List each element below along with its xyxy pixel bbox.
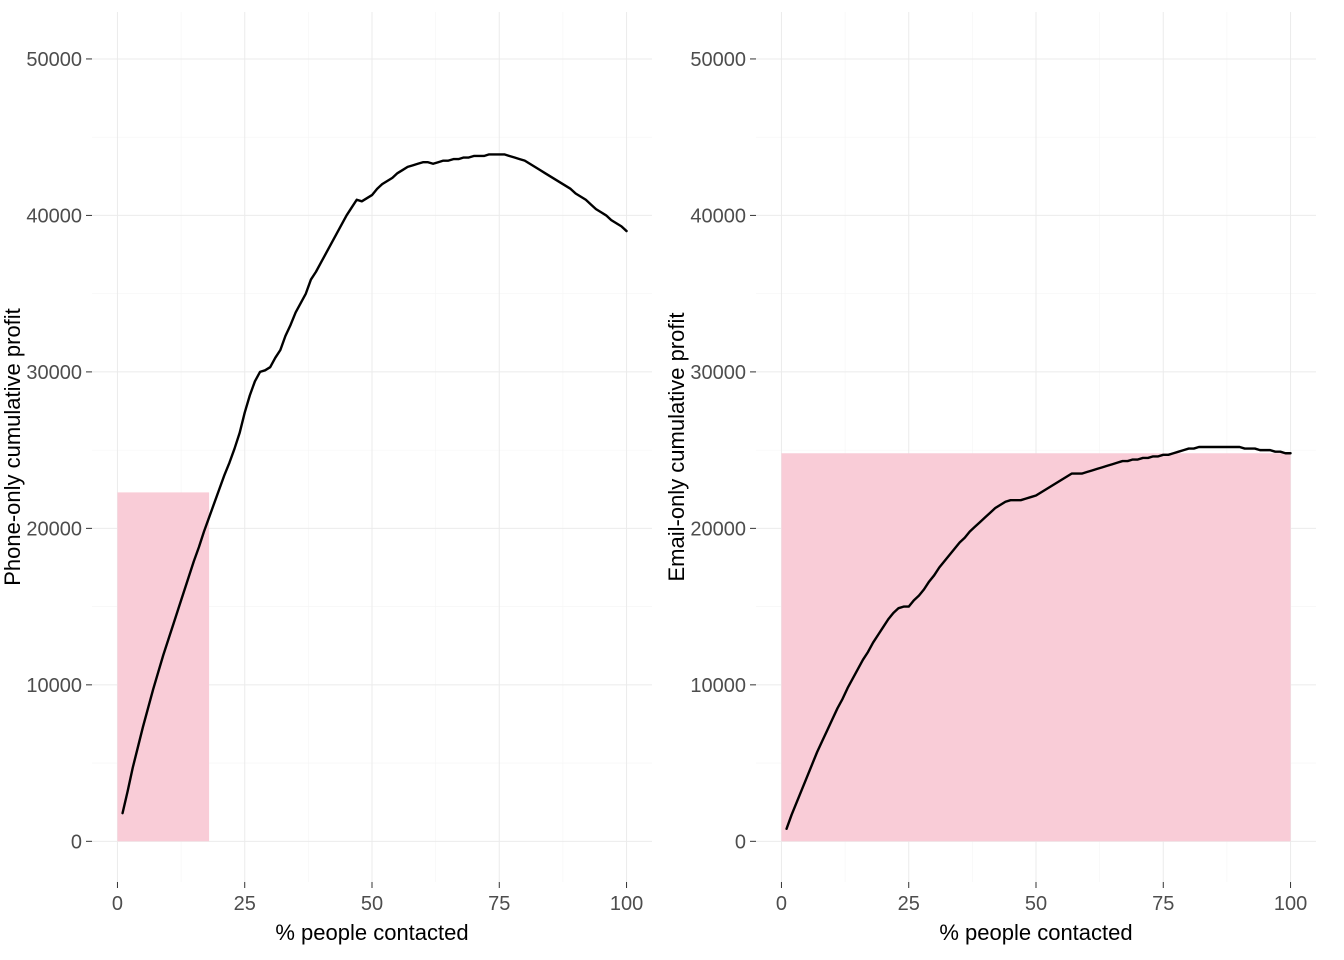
chart-svg: 025507510001000020000300004000050000% pe… xyxy=(0,0,1344,960)
y-tick-label: 10000 xyxy=(26,675,82,697)
x-tick-label: 25 xyxy=(898,893,920,915)
x-tick-label: 0 xyxy=(776,893,787,915)
x-tick-label: 0 xyxy=(112,893,123,915)
y-axis-label: Email-only cumulative profit xyxy=(664,313,689,582)
y-tick-label: 50000 xyxy=(26,49,82,71)
x-tick-label: 100 xyxy=(610,893,643,915)
x-tick-label: 50 xyxy=(1025,893,1047,915)
y-tick-label: 40000 xyxy=(690,205,746,227)
y-tick-label: 0 xyxy=(735,831,746,853)
y-tick-label: 50000 xyxy=(690,49,746,71)
left-panel: 0 25 50 75 100 0 10000 20000 30000 40000 50000 % pe… xyxy=(0,12,652,945)
x-tick-label: 75 xyxy=(1152,893,1174,915)
y-tick-label: 20000 xyxy=(26,518,82,540)
y-tick-label: 20000 xyxy=(690,518,746,540)
highlight-region xyxy=(781,453,1290,841)
x-axis-label: % people contacted xyxy=(275,920,468,945)
y-tick-label: 30000 xyxy=(26,362,82,384)
right-panel: 0 25 50 75 100 0 10000 20000 30000 40000 50000 % pe… xyxy=(664,12,1316,945)
y-tick-label: 40000 xyxy=(26,205,82,227)
y-tick-label: 30000 xyxy=(690,362,746,384)
x-tick-label: 50 xyxy=(361,893,383,915)
y-tick-label: 0 xyxy=(71,831,82,853)
y-axis-label: Phone-only cumulative profit xyxy=(0,308,25,586)
x-tick-label: 100 xyxy=(1274,893,1307,915)
x-tick-label: 25 xyxy=(234,893,256,915)
y-tick-label: 10000 xyxy=(690,675,746,697)
x-axis-label: % people contacted xyxy=(939,920,1132,945)
highlight-region xyxy=(117,492,209,841)
x-tick-label: 75 xyxy=(488,893,510,915)
chart-stage: 025507510001000020000300004000050000% pe… xyxy=(0,0,1344,960)
